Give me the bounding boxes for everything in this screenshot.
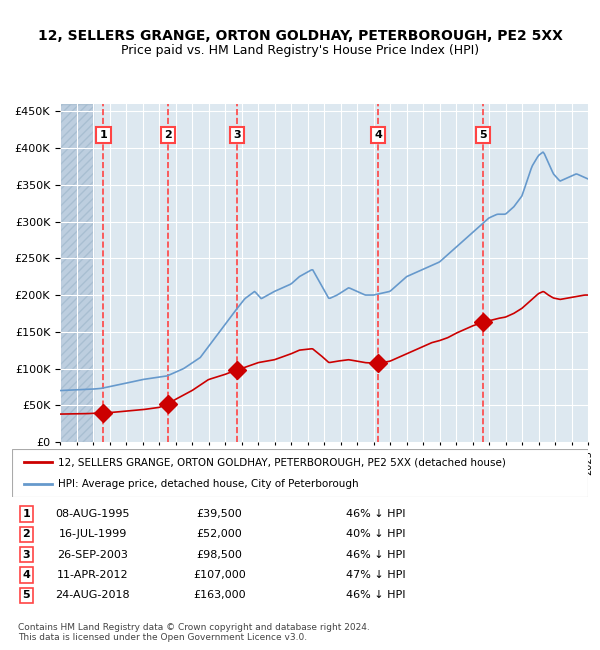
Text: 24-AUG-2018: 24-AUG-2018 — [55, 590, 130, 601]
Text: 46% ↓ HPI: 46% ↓ HPI — [346, 550, 406, 560]
Text: 5: 5 — [23, 590, 30, 601]
Text: 5: 5 — [479, 130, 487, 140]
Text: £98,500: £98,500 — [196, 550, 242, 560]
Text: 4: 4 — [22, 570, 31, 580]
Text: 12, SELLERS GRANGE, ORTON GOLDHAY, PETERBOROUGH, PE2 5XX: 12, SELLERS GRANGE, ORTON GOLDHAY, PETER… — [38, 29, 562, 44]
Text: 16-JUL-1999: 16-JUL-1999 — [58, 529, 127, 539]
Text: 2: 2 — [23, 529, 30, 539]
Text: 46% ↓ HPI: 46% ↓ HPI — [346, 509, 406, 519]
Text: 3: 3 — [23, 550, 30, 560]
Bar — [60, 104, 93, 442]
Text: Price paid vs. HM Land Registry's House Price Index (HPI): Price paid vs. HM Land Registry's House … — [121, 44, 479, 57]
Text: 1: 1 — [23, 509, 30, 519]
Text: 08-AUG-1995: 08-AUG-1995 — [55, 509, 130, 519]
Text: HPI: Average price, detached house, City of Peterborough: HPI: Average price, detached house, City… — [58, 478, 359, 489]
Text: 26-SEP-2003: 26-SEP-2003 — [57, 550, 128, 560]
Text: 47% ↓ HPI: 47% ↓ HPI — [346, 570, 406, 580]
Text: 12, SELLERS GRANGE, ORTON GOLDHAY, PETERBOROUGH, PE2 5XX (detached house): 12, SELLERS GRANGE, ORTON GOLDHAY, PETER… — [58, 457, 506, 467]
Text: £163,000: £163,000 — [193, 590, 245, 601]
Text: £39,500: £39,500 — [196, 509, 242, 519]
Text: £52,000: £52,000 — [196, 529, 242, 539]
Text: Contains HM Land Registry data © Crown copyright and database right 2024.
This d: Contains HM Land Registry data © Crown c… — [18, 623, 370, 642]
Text: 46% ↓ HPI: 46% ↓ HPI — [346, 590, 406, 601]
Text: 1: 1 — [100, 130, 107, 140]
Text: 2: 2 — [164, 130, 172, 140]
FancyBboxPatch shape — [12, 448, 588, 497]
Text: 11-APR-2012: 11-APR-2012 — [57, 570, 128, 580]
Text: £107,000: £107,000 — [193, 570, 246, 580]
Text: 3: 3 — [233, 130, 241, 140]
Text: 40% ↓ HPI: 40% ↓ HPI — [346, 529, 406, 539]
Text: 4: 4 — [374, 130, 382, 140]
